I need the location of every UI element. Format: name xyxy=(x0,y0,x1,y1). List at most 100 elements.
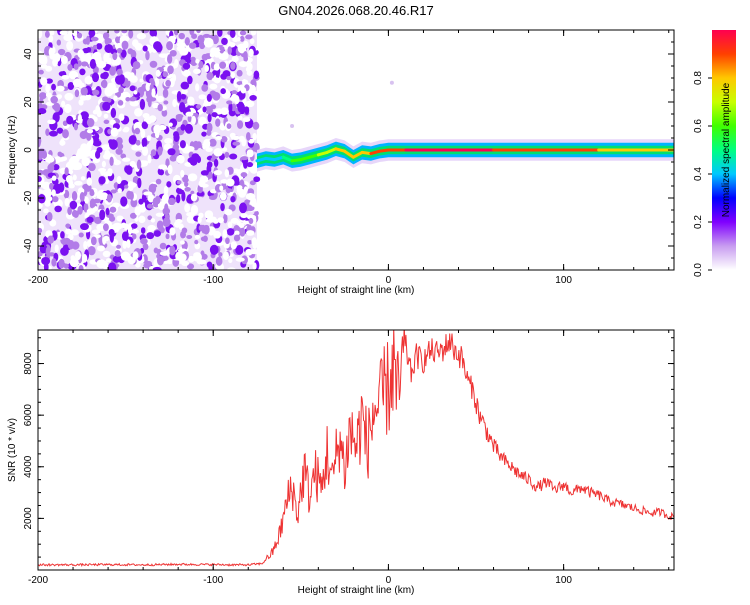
noise-speckle xyxy=(116,68,123,76)
noise-speckle xyxy=(243,40,249,49)
noise-speckle xyxy=(209,189,218,194)
noise-speckle xyxy=(142,45,148,52)
noise-speckle xyxy=(62,129,69,139)
noise-speckle xyxy=(235,257,245,262)
noise-speckle xyxy=(208,171,213,179)
noise-speckle xyxy=(206,71,214,81)
noise-speckle xyxy=(240,172,248,178)
noise-speckle xyxy=(86,177,93,186)
noise-speckle xyxy=(114,250,121,257)
noise-speckle xyxy=(176,180,182,185)
noise-speckle xyxy=(122,240,128,249)
noise-speckle xyxy=(134,206,141,216)
noise-speckle xyxy=(77,113,82,124)
noise-speckle xyxy=(195,83,200,92)
noise-speckle xyxy=(186,215,195,224)
noise-speckle xyxy=(99,209,106,221)
noise-speckle xyxy=(68,183,75,189)
noise-speckle xyxy=(102,101,111,111)
noise-speckle xyxy=(187,115,192,123)
noise-speckle xyxy=(87,245,96,256)
noise-speckle xyxy=(73,63,79,70)
noise-speckle xyxy=(226,76,232,81)
noise-speckle xyxy=(129,212,137,219)
noise-speckle xyxy=(234,95,240,105)
snr-x-ticks: -200 -100 0 100 xyxy=(28,330,670,586)
noise-speckle xyxy=(118,86,124,94)
noise-speckle xyxy=(108,82,116,91)
noise-speckle xyxy=(168,35,177,41)
spectrogram-y-ticks: -40 -20 0 20 40 xyxy=(23,29,674,271)
noise-speckle xyxy=(247,239,253,245)
noise-speckle xyxy=(80,54,90,63)
noise-speckle xyxy=(121,40,129,50)
noise-speckle xyxy=(236,69,243,77)
noise-speckle xyxy=(202,33,211,38)
noise-speckle xyxy=(67,82,75,90)
noise-speckle xyxy=(164,203,169,213)
noise-speckle xyxy=(230,62,236,70)
noise-speckle xyxy=(121,157,131,162)
noise-speckle xyxy=(112,52,118,61)
noise-speckle xyxy=(152,197,158,206)
y-tick-label: 4000 xyxy=(23,455,34,478)
noise-speckle xyxy=(38,137,41,147)
noise-speckle xyxy=(184,203,191,213)
noise-speckle xyxy=(173,132,180,143)
y-tick-label: -40 xyxy=(23,238,34,253)
noise-speckle xyxy=(176,194,181,204)
noise-speckle xyxy=(45,128,50,137)
noise-speckle xyxy=(138,198,144,205)
snr-x-label: Height of straight line (km) xyxy=(298,585,415,596)
noise-speckle xyxy=(134,127,141,135)
noise-speckle xyxy=(132,61,141,70)
noise-speckle xyxy=(108,215,116,222)
noise-speckle xyxy=(74,89,80,98)
noise-speckle xyxy=(178,32,185,40)
noise-speckle xyxy=(290,124,295,128)
noise-speckle xyxy=(79,192,85,202)
x-tick-label: 100 xyxy=(555,575,572,586)
noise-speckle xyxy=(84,75,93,85)
y-tick-label: -20 xyxy=(23,190,34,205)
noise-speckle xyxy=(96,110,102,118)
noise-speckle xyxy=(140,238,148,245)
noise-speckle xyxy=(187,75,193,85)
noise-speckle xyxy=(179,140,186,149)
noise-speckle xyxy=(98,176,106,185)
noise-speckle xyxy=(205,147,213,153)
noise-speckle xyxy=(168,122,173,127)
noise-speckle xyxy=(208,263,213,270)
noise-speckle xyxy=(221,147,228,152)
noise-speckle xyxy=(109,206,117,213)
noise-speckle xyxy=(93,216,102,225)
noise-speckle xyxy=(121,30,128,34)
noise-speckle xyxy=(248,217,254,225)
noise-speckle xyxy=(43,208,49,214)
noise-speckle xyxy=(74,180,83,186)
noise-speckle xyxy=(140,128,146,139)
noise-speckle xyxy=(53,53,61,62)
noise-speckle xyxy=(54,244,59,253)
carrier-core-segment xyxy=(255,156,268,163)
noise-speckle xyxy=(102,250,111,258)
noise-speckle xyxy=(109,232,114,243)
noise-speckle xyxy=(92,157,101,164)
noise-speckle xyxy=(209,52,215,58)
noise-speckle xyxy=(226,123,232,129)
noise-speckle xyxy=(51,175,57,181)
noise-speckle xyxy=(182,69,191,77)
x-tick-label: -100 xyxy=(203,575,223,586)
noise-speckle xyxy=(132,233,137,240)
x-tick-label: -100 xyxy=(203,275,223,286)
noise-speckle xyxy=(167,54,173,64)
noise-speckle xyxy=(156,220,164,230)
noise-speckle xyxy=(38,30,43,39)
noise-speckle xyxy=(86,129,94,134)
noise-speckle xyxy=(249,180,256,186)
noise-speckle xyxy=(121,231,129,241)
noise-speckle xyxy=(175,114,184,119)
noise-speckle xyxy=(139,78,144,83)
noise-speckle xyxy=(145,82,151,92)
noise-speckle xyxy=(198,116,207,126)
